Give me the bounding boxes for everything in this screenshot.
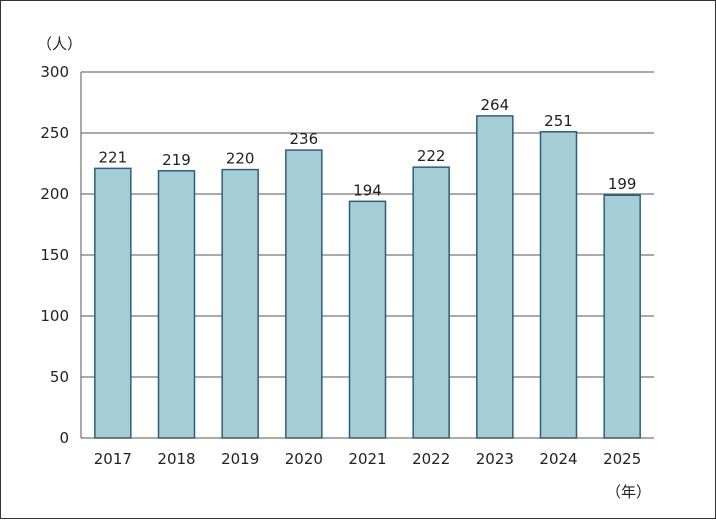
bar-value-label: 219 bbox=[162, 151, 191, 169]
y-tick-label: 250 bbox=[40, 124, 69, 142]
x-axis-ticks: 2017 2018 2019 2020 2021 2022 2023 2024 2025 bbox=[94, 450, 642, 468]
x-tick-label: 2025 bbox=[603, 450, 641, 468]
bar-value-label: 220 bbox=[226, 150, 255, 168]
bar-value-label: 222 bbox=[417, 147, 446, 165]
data-labels: 221 219 220 236 194 222 264 251 199 bbox=[99, 96, 637, 199]
y-axis-unit-label: （人） bbox=[37, 35, 82, 53]
bar bbox=[476, 115, 514, 439]
y-tick-label: 200 bbox=[40, 185, 69, 203]
bar bbox=[412, 166, 450, 439]
bar-value-label: 194 bbox=[353, 181, 382, 199]
bar-value-label: 221 bbox=[99, 148, 128, 166]
bar-value-label: 251 bbox=[544, 112, 573, 130]
bars bbox=[81, 115, 654, 439]
y-axis-ticks: 0 50 100 150 200 250 300 bbox=[40, 63, 69, 447]
x-tick-label: 2023 bbox=[476, 450, 514, 468]
x-axis-unit-label: （年） bbox=[606, 483, 651, 501]
y-tick-label: 300 bbox=[40, 63, 69, 81]
bar bbox=[94, 167, 132, 439]
bar bbox=[603, 194, 641, 439]
bar bbox=[221, 168, 259, 439]
bar bbox=[348, 200, 387, 439]
bar-value-label: 199 bbox=[608, 175, 637, 193]
bar-value-label: 236 bbox=[290, 130, 319, 148]
x-tick-label: 2020 bbox=[285, 450, 323, 468]
x-tick-label: 2019 bbox=[221, 450, 259, 468]
bar bbox=[539, 131, 578, 439]
x-tick-label: 2022 bbox=[412, 450, 450, 468]
y-tick-label: 50 bbox=[50, 368, 69, 386]
x-tick-label: 2021 bbox=[348, 450, 386, 468]
x-tick-label: 2024 bbox=[539, 450, 577, 468]
y-tick-label: 0 bbox=[59, 429, 69, 447]
x-tick-label: 2017 bbox=[94, 450, 132, 468]
bar bbox=[157, 170, 196, 439]
bar-value-label: 264 bbox=[481, 96, 510, 114]
bar bbox=[285, 149, 323, 439]
y-tick-label: 150 bbox=[40, 246, 69, 264]
x-tick-label: 2018 bbox=[157, 450, 195, 468]
y-tick-label: 100 bbox=[40, 307, 69, 325]
